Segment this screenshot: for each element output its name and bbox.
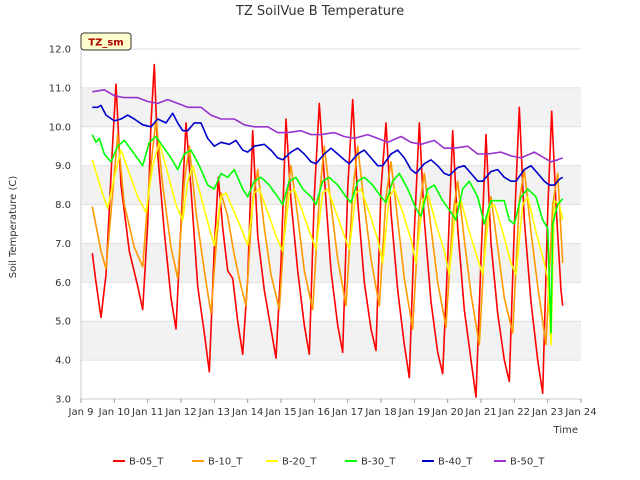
series-line-b-05-t (91, 63, 564, 398)
x-tick-label: Jan 12 (164, 407, 196, 418)
x-axis-label: Time (553, 425, 578, 436)
legend-label: B-30_T (361, 457, 396, 468)
chart-title: TZ SoilVue B Temperature (235, 4, 404, 19)
legend: B-05_T B-10_T B-20_T B-30_T B-40_T B-50_T (113, 457, 545, 468)
x-tick-label: Jan 18 (364, 407, 396, 418)
x-axis-ticks: Jan 9 Jan 10 Jan 11 Jan 12 Jan 13 Jan 14 Jan 1… (68, 399, 597, 418)
x-tick-label: Jan 17 (331, 407, 363, 418)
plot-lines (91, 63, 564, 398)
x-tick-label: Jan 16 (298, 407, 330, 418)
x-tick-label: Jan 10 (98, 407, 130, 418)
x-tick-label: Jan 9 (68, 407, 94, 418)
site-badge-text: TZ_sm (88, 38, 123, 49)
grid-band (81, 321, 581, 361)
x-tick-label: Jan 14 (231, 407, 263, 418)
legend-label: B-10_T (208, 457, 243, 468)
legend-label: B-20_T (282, 457, 317, 468)
y-tick-label: 8.0 (55, 200, 71, 211)
legend-label: B-40_T (438, 457, 473, 468)
x-tick-label: Jan 13 (198, 407, 230, 418)
x-tick-label: Jan 24 (564, 407, 596, 418)
y-tick-label: 5.0 (55, 317, 71, 328)
y-tick-label: 10.0 (49, 122, 71, 133)
series-line-b-50-t (92, 89, 563, 163)
site-badge-box (80, 32, 132, 51)
y-tick-label: 4.0 (55, 356, 71, 367)
series-line-b-20-t (91, 141, 564, 346)
legend-label: B-50_T (510, 457, 545, 468)
y-tick-label: 12.0 (49, 45, 71, 56)
x-tick-label: Jan 11 (131, 407, 163, 418)
grid-band (81, 49, 581, 88)
y-tick-label: 9.0 (55, 161, 71, 172)
x-tick-label: Jan 23 (531, 407, 563, 418)
grid-band (81, 87, 581, 127)
y-tick-label: 3.0 (55, 395, 71, 406)
series-line-b-30-t (91, 134, 564, 334)
y-tick-label: 7.0 (55, 239, 71, 250)
x-tick-label: Jan 15 (264, 407, 296, 418)
y-tick-label: 6.0 (55, 278, 71, 289)
y-axis-label: Soil Temperature (C) (8, 176, 19, 279)
x-tick-label: Jan 20 (431, 407, 463, 418)
y-axis-ticks: 3.0 4.0 5.0 6.0 7.0 8.0 9.0 10.0 11.0 12.0 (49, 45, 71, 406)
grid-band (81, 360, 581, 399)
x-tick-label: Jan 22 (498, 407, 530, 418)
x-tick-label: Jan 19 (398, 407, 430, 418)
site-badge: TZ_sm (80, 32, 132, 51)
legend-label: B-05_T (129, 457, 164, 468)
y-tick-label: 11.0 (49, 83, 71, 94)
x-tick-label: Jan 21 (464, 407, 496, 418)
series-line-b-40-t (92, 104, 564, 186)
